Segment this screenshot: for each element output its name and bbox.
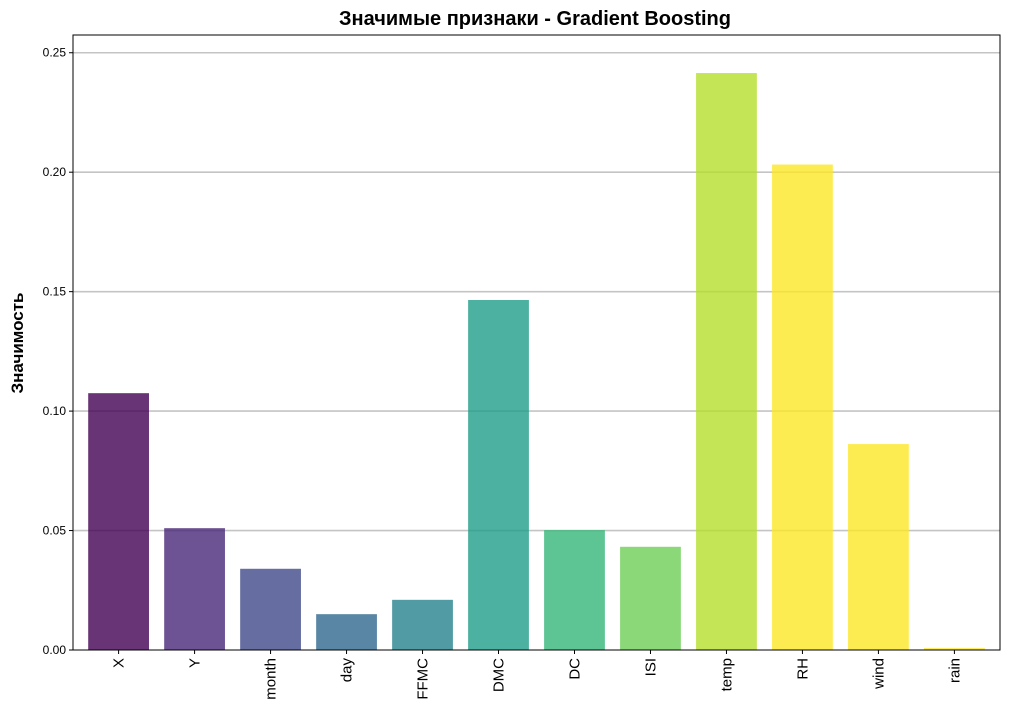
bar-rain [924,648,985,650]
x-tick-label: X [111,658,128,668]
y-tick-label: 0.25 [43,46,67,60]
y-tick-label: 0.10 [43,404,67,418]
x-tick-label: day [339,658,356,683]
axes [72,34,1001,651]
bar-ffmc [392,599,453,650]
x-tick-label: ISI [642,658,659,676]
bar-isi [620,546,681,650]
bar-x [88,393,149,650]
y-tick-label: 0.20 [43,165,67,179]
x-tick-label: Y [187,658,204,668]
x-tick-label: rain [946,658,963,683]
plot-frame [72,34,1001,651]
y-tick-label: 0.05 [43,524,67,538]
x-tick-label: DC [566,658,583,680]
bar-month [240,568,301,650]
x-tick-label: FFMC [415,658,432,700]
bar-y [164,528,225,650]
y-tick-label: 0.00 [43,643,67,657]
chart-title: Значимые признаки - Gradient Boosting [339,8,731,30]
y-tick-label: 0.15 [43,285,67,299]
bar-wind [848,444,909,650]
bar-dmc [468,300,529,650]
grid-lines [73,51,1000,532]
x-tick-label: wind [870,658,887,690]
x-tick-label: month [263,658,280,700]
bar-day [316,614,377,650]
bar-temp [696,73,757,651]
bar-dc [544,530,605,650]
y-axis-label: Значимость [8,292,27,393]
x-tick-label: DMC [491,658,508,692]
x-tick-label: RH [794,658,811,680]
bars [88,73,985,651]
y-ticks: 0.00 0.05 0.10 0.15 0.20 0.25 [43,46,73,657]
x-tick-label: temp [718,658,735,691]
bar-rh [772,164,833,650]
